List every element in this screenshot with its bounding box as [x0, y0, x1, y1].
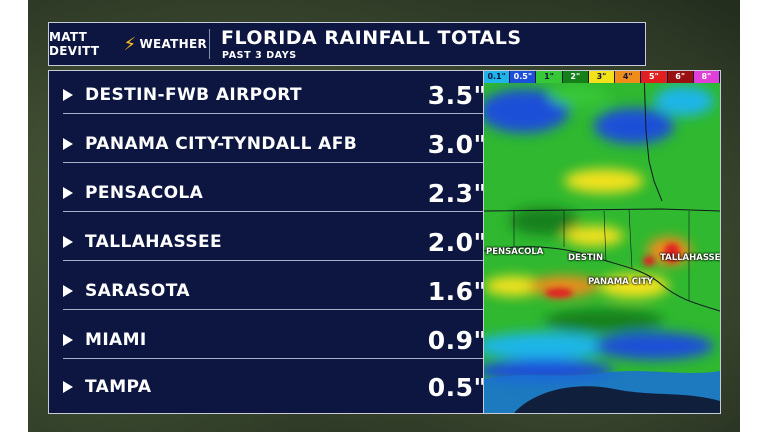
rainfall-map-graphic: [484, 71, 720, 413]
triangle-bullet-icon: [63, 89, 73, 101]
legend-item: 1": [536, 71, 563, 83]
rainfall-map: 0.1" 0.5" 1" 2" 3" 4" 5" 6" 8" PENSACOLA…: [483, 70, 721, 414]
header-bar: MATT DEVITT ⚡ WEATHER FLORIDA RAINFALL T…: [48, 22, 646, 66]
location-name: TALLAHASSEE: [85, 232, 222, 252]
legend-item: 5": [641, 71, 668, 83]
page-subtitle: PAST 3 DAYS: [222, 50, 297, 61]
brand-name-right: WEATHER: [139, 37, 207, 51]
rainfall-total: 2.3": [427, 178, 487, 208]
rainfall-total: 3.0": [427, 129, 487, 159]
brand-name-left: MATT DEVITT: [49, 30, 100, 58]
location-name: SARASOTA: [85, 281, 190, 301]
rainfall-total: 2.0": [427, 227, 487, 257]
legend-item: 8": [693, 71, 720, 83]
rainfall-total: 0.9": [427, 325, 487, 355]
lightning-bolt-icon: ⚡: [123, 33, 137, 55]
list-item: TALLAHASSEE 2.0": [63, 224, 487, 261]
triangle-bullet-icon: [63, 285, 73, 297]
legend-item: 3": [588, 71, 616, 83]
triangle-bullet-icon: [63, 138, 73, 150]
list-item: TAMPA 0.5": [63, 369, 487, 405]
location-name: TAMPA: [85, 377, 152, 397]
triangle-bullet-icon: [63, 236, 73, 248]
list-item: MIAMI 0.9": [63, 322, 487, 359]
legend-item: 4": [615, 71, 642, 83]
list-item: PANAMA CITY-TYNDALL AFB 3.0": [63, 126, 487, 163]
legend-item: 2": [562, 71, 589, 83]
triangle-bullet-icon: [63, 381, 73, 393]
legend-item: 0.1": [484, 71, 511, 83]
page-title: FLORIDA RAINFALL TOTALS: [221, 27, 522, 49]
rainfall-total: 0.5": [427, 372, 487, 402]
city-label-destin: DESTIN: [568, 253, 604, 263]
rainfall-list: DESTIN-FWB AIRPORT 3.5" PANAMA CITY-TYND…: [48, 70, 502, 414]
rainfall-legend: 0.1" 0.5" 1" 2" 3" 4" 5" 6" 8": [484, 71, 720, 83]
location-name: MIAMI: [85, 330, 147, 350]
triangle-bullet-icon: [63, 334, 73, 346]
city-label-pensacola: PENSACOLA: [486, 247, 544, 257]
city-label-panama-city: PANAMA CITY: [588, 277, 654, 287]
city-label-tallahassee: TALLAHASSE: [660, 253, 721, 263]
legend-item: 0.5": [510, 71, 537, 83]
triangle-bullet-icon: [63, 187, 73, 199]
background-frame: MATT DEVITT ⚡ WEATHER FLORIDA RAINFALL T…: [28, 0, 740, 432]
rainfall-total: 1.6": [427, 276, 487, 306]
list-item: SARASOTA 1.6": [63, 273, 487, 310]
location-name: DESTIN-FWB AIRPORT: [85, 85, 303, 105]
header-divider: [209, 29, 210, 59]
list-item: DESTIN-FWB AIRPORT 3.5": [63, 77, 487, 114]
brand-logo: MATT DEVITT ⚡ WEATHER: [49, 23, 207, 65]
location-name: PENSACOLA: [85, 183, 204, 203]
legend-item: 6": [667, 71, 694, 83]
location-name: PANAMA CITY-TYNDALL AFB: [85, 134, 358, 154]
rainfall-total: 3.5": [427, 80, 487, 110]
list-item: PENSACOLA 2.3": [63, 175, 487, 212]
